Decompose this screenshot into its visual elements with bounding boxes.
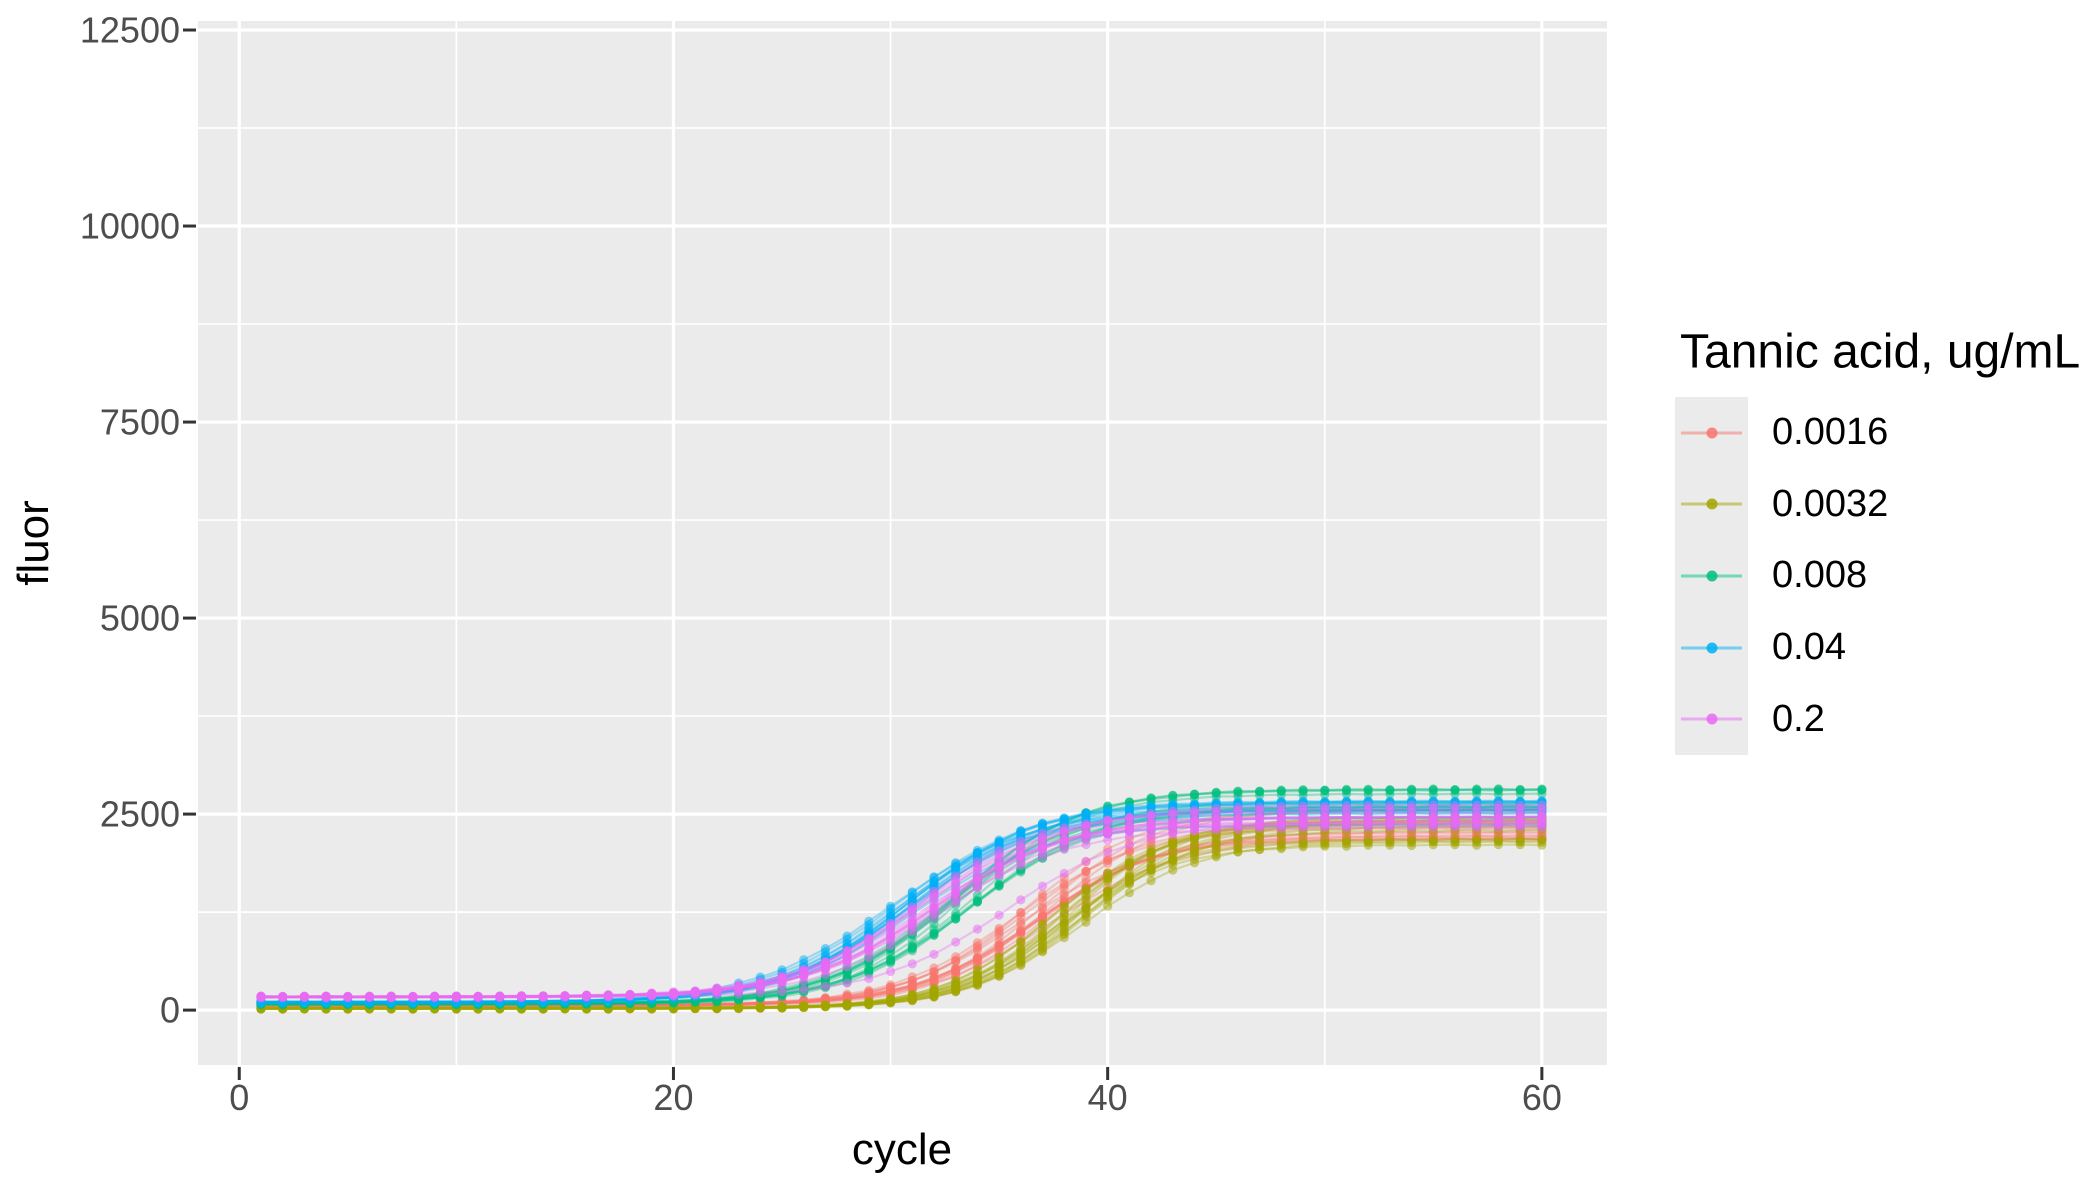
- legend-items: 0.0016 0.0032 0.008 0.04 0.2: [1675, 397, 1888, 755]
- x-tick-label: 40: [1088, 1077, 1128, 1118]
- legend-item-0-0032: 0.0032: [1675, 468, 1889, 541]
- legend-item-0-008: 0.008: [1675, 540, 1888, 612]
- legend-key-point-icon: [1706, 642, 1717, 654]
- legend-key-swatch: [1675, 468, 1748, 541]
- replicate-points: [256, 816, 1547, 1002]
- legend-key-swatch: [1675, 683, 1748, 755]
- legend-key-swatch: [1675, 611, 1748, 684]
- legend-key-point-icon: [1706, 570, 1717, 582]
- y-tick-label: 10000: [80, 206, 180, 247]
- legend-key-point-icon: [1706, 427, 1717, 439]
- legend-item-label: 0.2: [1772, 697, 1825, 740]
- x-axis-title: cycle: [851, 1125, 953, 1174]
- y-tick-label: 2500: [100, 794, 180, 835]
- series-group-0-2: [256, 800, 1547, 1003]
- y-tick-label: 0: [160, 990, 180, 1031]
- legend-item-label: 0.008: [1772, 554, 1868, 597]
- legend-item-label: 0.0016: [1772, 411, 1889, 454]
- legend-item-label: 0.0032: [1772, 482, 1889, 525]
- y-tick-label: 12500: [80, 10, 180, 51]
- legend-item-0-04: 0.04: [1675, 611, 1888, 684]
- legend-key-point-icon: [1706, 498, 1717, 510]
- x-tick-label: 60: [1522, 1077, 1562, 1118]
- legend-item-0-0016: 0.0016: [1675, 397, 1888, 469]
- legend-key-swatch: [1675, 397, 1748, 469]
- y-tick-label: 7500: [100, 402, 180, 443]
- legend-title: Tannic acid, ug/mL: [1680, 325, 2081, 379]
- y-tick-label: 5000: [100, 598, 180, 639]
- y-axis-title: fluor: [9, 500, 58, 586]
- legend-item-0-2: 0.2: [1675, 683, 1888, 755]
- legend-key-point-icon: [1706, 713, 1717, 725]
- x-tick-label: 0: [229, 1077, 249, 1118]
- x-tick-label: 20: [653, 1077, 693, 1118]
- panel-background: [198, 21, 1607, 1065]
- legend-key-swatch: [1675, 540, 1748, 612]
- legend-item-label: 0.04: [1772, 626, 1846, 669]
